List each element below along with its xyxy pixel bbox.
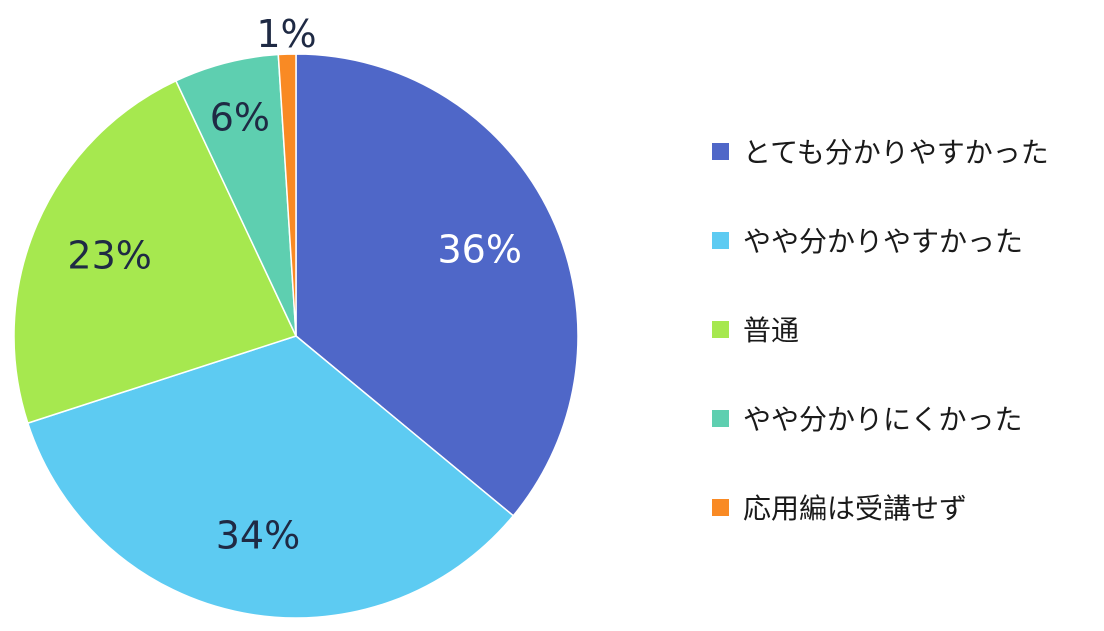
legend-item-neutral: 普通: [712, 298, 1092, 360]
legend-label: とても分かりやすかった: [743, 136, 1049, 169]
legend-item-somewhat-clear: やや分かりやすかった: [712, 209, 1092, 271]
data-label-somewhat-unclear: 6%: [210, 95, 270, 139]
pie-slice-not-attended: [277, 53, 297, 337]
pie-data-labels: 36% 34% 23% 6% 1%: [67, 12, 522, 557]
pie-slice-neutral: [13, 79, 298, 425]
pie-slice-somewhat-clear: [26, 335, 515, 619]
data-label-very-clear: 36%: [437, 228, 521, 272]
data-label-neutral: 23%: [67, 233, 151, 277]
legend-swatch: [712, 142, 729, 160]
legend-swatch: [712, 231, 729, 249]
pie-slice-very-clear: [295, 53, 579, 517]
pie-slices: [13, 53, 579, 619]
legend-swatch: [712, 320, 729, 338]
legend-label: やや分かりやすかった: [743, 225, 1024, 258]
legend-label: 応用編は受講せず: [743, 492, 968, 525]
data-label-somewhat-clear: 34%: [216, 513, 300, 557]
legend-swatch: [712, 498, 729, 516]
legend-item-not-attended: 応用編は受講せず: [712, 476, 1092, 538]
data-label-not-attended: 1%: [256, 12, 316, 56]
legend: とても分かりやすかった やや分かりやすかった 普通 やや分かりにくかった 応用編…: [712, 120, 1092, 565]
legend-label: 普通: [743, 314, 800, 347]
legend-item-very-clear: とても分かりやすかった: [712, 120, 1092, 182]
legend-item-somewhat-unclear: やや分かりにくかった: [712, 387, 1092, 449]
legend-swatch: [712, 409, 729, 427]
legend-label: やや分かりにくかった: [743, 403, 1023, 436]
